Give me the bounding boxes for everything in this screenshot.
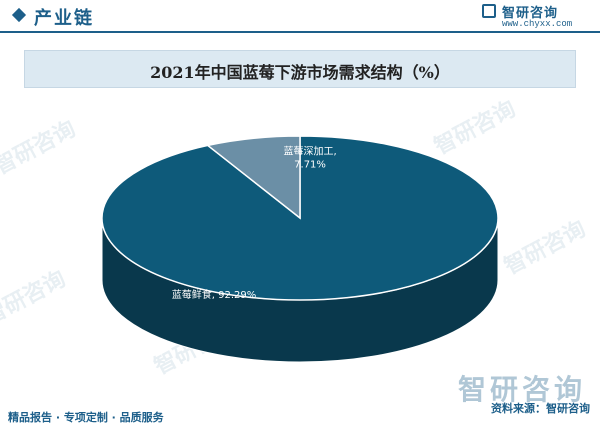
footer-tagline: 精品报告 · 专项定制 · 品质服务	[8, 411, 164, 424]
pie-label-1: 蓝莓深加工, 7.71%	[283, 146, 336, 171]
brand-watermark: 智研咨询	[457, 373, 586, 406]
source-note: 资料来源：智研咨询	[491, 402, 590, 415]
pie-label-0: 蓝莓鲜食, 92.29%	[172, 288, 257, 301]
page-header: 产业链 智研咨询 www.chyxx.com	[0, 0, 600, 36]
logo-icon	[482, 4, 496, 18]
section-title: 产业链	[34, 8, 94, 29]
pie-slice-1	[206, 135, 301, 220]
logo-url: www.chyxx.com	[502, 19, 573, 29]
header-divider	[0, 31, 600, 33]
logo: 智研咨询 www.chyxx.com	[480, 2, 590, 32]
logo-name: 智研咨询	[502, 6, 559, 21]
chart-title: 2021年中国蓝莓下游市场需求结构（%）	[150, 63, 450, 82]
chart-title-bar: 2021年中国蓝莓下游市场需求结构（%）	[24, 50, 576, 88]
